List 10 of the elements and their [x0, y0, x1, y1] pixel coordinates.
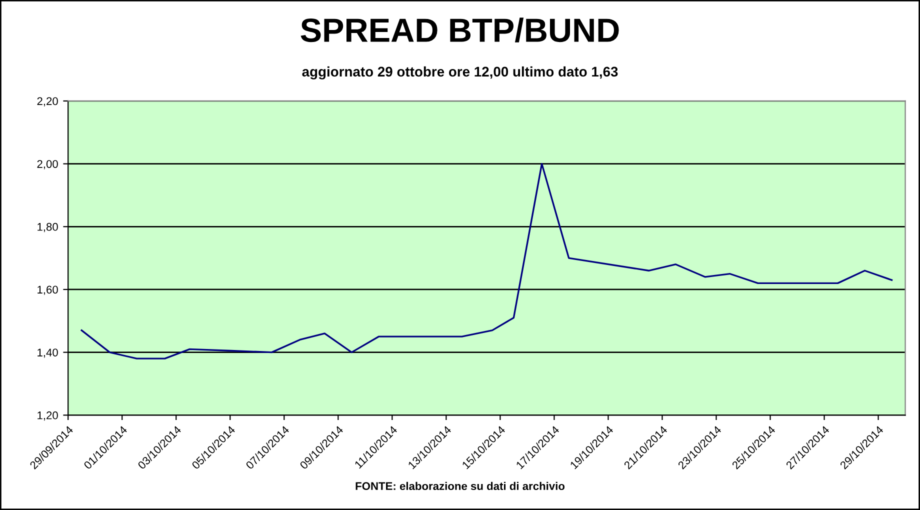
chart-subtitle: aggiornato 29 ottobre ore 12,00 ultimo dato 1,63 [302, 66, 618, 80]
y-tick-label: 2,00 [37, 160, 58, 170]
y-tick-label: 1,80 [38, 222, 58, 232]
line-series [80, 162, 893, 360]
source-note: FONTE: elaborazione su dati di archivio [356, 482, 565, 490]
chart-title: SPREAD BTP/BUND [300, 18, 619, 42]
y-tick-label: 2,20 [37, 97, 58, 106]
y-tick-label: 1,40 [38, 348, 58, 358]
y-tick-label: 1,60 [38, 286, 58, 295]
y-tick-label: 1,20 [38, 411, 58, 421]
